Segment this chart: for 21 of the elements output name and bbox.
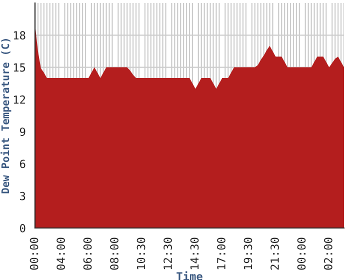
x-tick-label: 17:00 — [217, 238, 226, 270]
x-tick-label: 21:30 — [270, 238, 279, 270]
x-tick-label: 14:30 — [190, 238, 199, 270]
x-tick-label: 04:00 — [56, 238, 65, 270]
x-tick-label: 10:30 — [136, 238, 146, 270]
y-tick-label: 6 — [20, 160, 26, 168]
x-tick-label: 02:00 — [324, 238, 332, 270]
x-tick-label: 12:30 — [164, 238, 172, 270]
y-tick-label: 12 — [14, 95, 26, 104]
y-tick-label: 18 — [14, 31, 26, 40]
x-tick-label: 00:00 — [30, 238, 38, 270]
y-tick-label: 0 — [20, 224, 26, 232]
x-tick-label: 08:00 — [110, 238, 118, 270]
x-axis-title: Time — [176, 271, 202, 280]
y-tick-label: 3 — [20, 192, 26, 200]
x-tick-label: 06:00 — [83, 238, 92, 270]
y-axis-title: Dew Point Temperature (C) — [0, 39, 12, 194]
x-tick-label: 00:00 — [297, 238, 306, 270]
y-tick-label: 15 — [14, 63, 26, 72]
y-tick-label: 9 — [20, 128, 26, 136]
x-tick-label: 19:30 — [244, 238, 252, 270]
